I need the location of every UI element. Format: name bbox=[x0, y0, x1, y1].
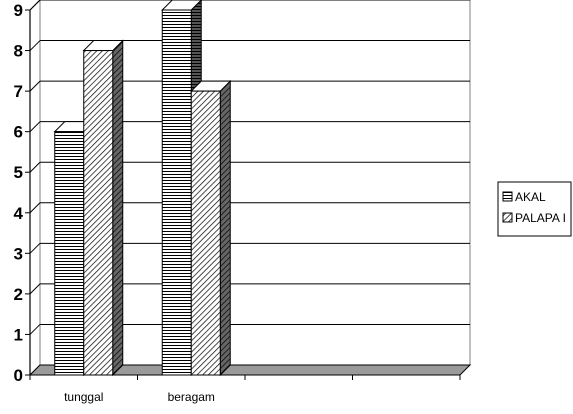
legend-label: AKAL bbox=[515, 190, 546, 204]
bar-front-face bbox=[161, 9, 192, 376]
floor bbox=[28, 364, 472, 376]
bar-side-face bbox=[219, 79, 231, 377]
gridline-connector bbox=[29, 283, 41, 295]
gridline-connector bbox=[29, 242, 41, 254]
y-tick-label: 4 bbox=[14, 204, 24, 223]
bars-group bbox=[53, 0, 232, 377]
legend-box bbox=[497, 181, 572, 237]
y-tick-label: 1 bbox=[14, 325, 23, 344]
y-tick-label: 8 bbox=[14, 42, 23, 61]
bar-palapa-i-1 bbox=[190, 79, 232, 377]
legend-swatch bbox=[502, 191, 513, 202]
y-tick-label: 7 bbox=[14, 82, 23, 101]
legend-label: PALAPA I bbox=[515, 211, 566, 225]
x-category-label: tunggal bbox=[64, 390, 103, 404]
y-tick-label: 2 bbox=[14, 285, 23, 304]
y-tick-label: 5 bbox=[14, 163, 23, 182]
legend: AKAL PALAPA I bbox=[497, 181, 572, 237]
bar-front-face bbox=[83, 50, 114, 376]
gridline-connector bbox=[29, 161, 41, 173]
bar-palapa-i-0 bbox=[82, 39, 124, 377]
y-tick-label: 3 bbox=[14, 244, 23, 263]
gridline-connector bbox=[29, 121, 41, 133]
gridline-connector bbox=[29, 40, 41, 51]
bar-side-face bbox=[112, 39, 124, 377]
legend-swatch bbox=[502, 212, 513, 223]
gridline-connector bbox=[29, 80, 41, 92]
y-tick-label: 6 bbox=[14, 123, 23, 142]
bar-front-face bbox=[54, 131, 85, 376]
gridline-connector bbox=[29, 202, 41, 214]
y-tick-label: 9 bbox=[14, 1, 23, 20]
gridline-connector bbox=[29, 324, 41, 335]
bar-front-face bbox=[190, 90, 221, 376]
axis-labels: 0 1 2 3 4 5 6 7 8 9 tunggal beragam bbox=[14, 1, 215, 404]
x-category-label: beragam bbox=[168, 390, 215, 404]
side-wall-top bbox=[29, 0, 41, 11]
y-tick-label: 0 bbox=[14, 366, 23, 385]
